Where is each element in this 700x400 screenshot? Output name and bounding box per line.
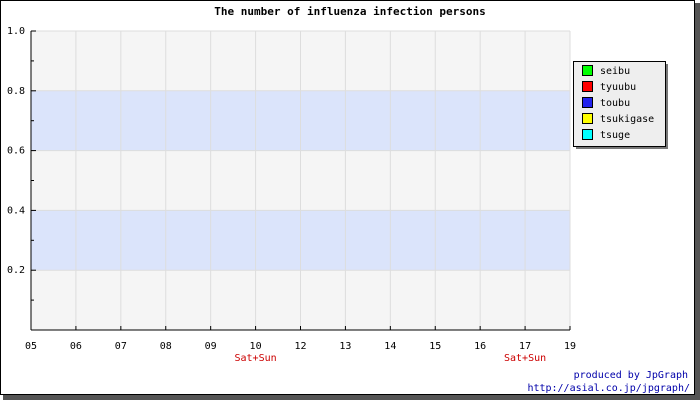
legend-swatch [582, 113, 593, 124]
y-tick-label: 0.2 [7, 265, 25, 276]
legend-label: seibu [600, 66, 630, 77]
x-tick-label: 10 [250, 341, 262, 352]
legend-label: tsuge [600, 130, 630, 141]
legend-swatch [582, 97, 593, 108]
x-tick-label: 12 [294, 341, 306, 352]
legend-label: tyuubu [600, 82, 636, 93]
legend-swatch [582, 81, 593, 92]
x-tick-label: 13 [339, 341, 351, 352]
x-sublabel: Sat+Sun [235, 353, 277, 364]
y-tick-label: 0.8 [7, 86, 25, 97]
legend-swatch [582, 65, 593, 76]
x-tick-label: 16 [474, 341, 486, 352]
x-tick-label: 19 [564, 341, 576, 352]
y-tick-label: 0.6 [7, 146, 25, 157]
legend-label: tsukigase [600, 114, 654, 125]
footer-credit: produced by JpGraph [574, 370, 688, 381]
x-tick-label: 17 [519, 341, 531, 352]
x-tick-label: 14 [384, 341, 396, 352]
x-tick-label: 06 [70, 341, 82, 352]
chart-title: The number of influenza infection person… [214, 5, 486, 18]
y-tick-label: 0.4 [7, 205, 25, 216]
footer-url: http://asial.co.jp/jpgraph/ [527, 383, 690, 394]
x-tick-label: 15 [429, 341, 441, 352]
legend-label: toubu [600, 98, 630, 109]
x-tick-label: 07 [115, 341, 127, 352]
y-tick-label: 1.0 [7, 26, 25, 37]
x-tick-label: 09 [205, 341, 217, 352]
x-tick-label: 08 [160, 341, 172, 352]
x-tick-label: 05 [25, 341, 37, 352]
legend-swatch [582, 129, 593, 140]
x-sublabel: Sat+Sun [504, 353, 546, 364]
